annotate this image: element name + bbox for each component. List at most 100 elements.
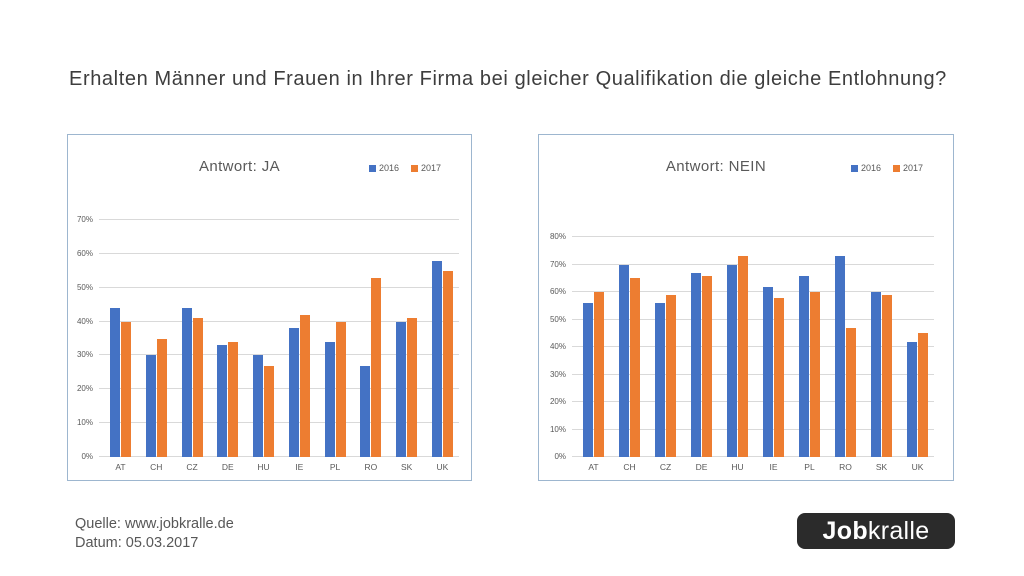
bar-2016-UK <box>907 341 917 457</box>
bar-2017-SK <box>407 318 418 457</box>
x-axis-label: PL <box>804 462 815 472</box>
y-axis-label: 70% <box>76 215 93 224</box>
bar-2017-UK <box>442 270 453 457</box>
bar-2016-CH <box>145 355 156 457</box>
y-axis-label: 40% <box>76 316 93 326</box>
bar-group-IE: IE <box>288 220 310 471</box>
x-axis-label: IE <box>295 462 304 472</box>
y-axis-label: 30% <box>549 369 566 379</box>
y-axis-label: 70% <box>549 259 566 269</box>
bar-2017-PL <box>810 292 820 457</box>
bar-2016-CH <box>619 264 629 457</box>
chart-title-ja: Antwort: JA <box>198 158 281 175</box>
gridline <box>572 401 934 402</box>
legend-swatch-2017 <box>410 164 418 172</box>
gridline <box>572 318 934 320</box>
y-axis-label: 60% <box>76 248 93 258</box>
x-axis-label: CZ <box>186 462 198 472</box>
legend-label-2017: 2017 <box>420 163 441 173</box>
x-axis-label: CH <box>623 462 636 472</box>
logo-text-regular: kralle <box>867 516 930 545</box>
footer: Quelle: www.jobkralle.de Datum: 05.03.20… <box>75 515 234 553</box>
x-axis-label: RO <box>839 462 852 472</box>
gridline <box>99 388 459 390</box>
gridline <box>572 428 934 430</box>
bar-group-CZ: CZ <box>181 220 203 471</box>
plot-area-ja: 0% 10% 20% 30% 40% 50% 60% 70% AT CH CZ DE HU IE PL RO S… <box>77 216 459 471</box>
bar-2017-CZ <box>666 294 676 457</box>
bar-2016-RO <box>835 256 845 457</box>
bar-2016-DE <box>691 272 701 457</box>
bar-2016-PL <box>324 341 335 457</box>
gridline <box>572 263 934 265</box>
bar-group-PL: PL <box>799 237 820 471</box>
gridline <box>99 219 459 220</box>
gridline <box>572 456 934 457</box>
gridline <box>572 291 934 292</box>
bar-2017-IE <box>299 314 310 457</box>
legend-swatch-2016 <box>850 164 858 172</box>
y-axis-label: 0% <box>81 452 93 461</box>
x-axis-label: HU <box>257 462 270 472</box>
y-axis-label: 40% <box>549 342 566 351</box>
bar-2017-DE <box>228 341 239 457</box>
legend-swatch-2016 <box>368 164 376 172</box>
bar-group-AT: AT <box>110 220 131 471</box>
bar-group-DE: DE <box>217 220 239 471</box>
bar-2016-CZ <box>181 308 192 457</box>
bar-2016-CZ <box>655 303 665 457</box>
legend-swatch-2017 <box>892 164 900 172</box>
x-axis-label: SK <box>400 462 413 472</box>
y-axis-label: 80% <box>549 232 566 241</box>
legend-item-2017: 2017 <box>892 163 923 173</box>
legend-ja: 2016 2017 <box>368 163 441 173</box>
legend-item-2017: 2017 <box>410 163 441 173</box>
bar-group-UK: UK <box>431 220 453 471</box>
x-axis-label: IE <box>769 462 778 472</box>
gridline <box>572 346 934 347</box>
gridline <box>572 373 934 375</box>
gridline <box>99 286 459 288</box>
legend-label-2017: 2017 <box>902 163 923 173</box>
bar-2017-RO <box>371 277 382 457</box>
bar-2017-AT <box>121 321 131 457</box>
bar-group-AT: AT <box>583 237 604 471</box>
legend-item-2016: 2016 <box>368 163 399 173</box>
bar-2016-HU <box>727 264 737 457</box>
legend-nein: 2016 2017 <box>850 163 923 173</box>
bar-2016-UK <box>431 260 442 457</box>
bar-2017-SK <box>882 294 892 457</box>
gridline <box>99 252 459 254</box>
bar-group-CH: CH <box>619 237 640 471</box>
bar-2017-AT <box>594 292 604 457</box>
x-axis-label: DE <box>221 462 234 472</box>
bar-2017-CH <box>630 278 640 457</box>
y-axis-label: 50% <box>549 314 566 324</box>
y-axis-label: 0% <box>554 452 566 461</box>
gridline <box>99 354 459 356</box>
bar-2016-SK <box>871 292 881 457</box>
bar-2016-AT <box>110 308 120 457</box>
legend-label-2016: 2016 <box>378 163 399 173</box>
bar-2016-SK <box>396 321 407 457</box>
x-axis-label: UK <box>436 462 449 472</box>
bar-2016-HU <box>253 355 264 457</box>
bar-2017-CZ <box>192 318 203 457</box>
main-title: Erhalten Männer und Frauen in Ihrer Firm… <box>69 68 947 90</box>
y-axis-label: 20% <box>549 397 566 406</box>
bar-group-UK: UK <box>907 237 928 471</box>
y-axis-label: 60% <box>549 287 566 296</box>
source-text: Quelle: www.jobkralle.de <box>75 516 234 532</box>
x-axis-label: RO <box>364 462 378 472</box>
x-axis-label: DE <box>695 462 708 472</box>
x-axis-label: UK <box>911 462 924 472</box>
y-axis-label: 10% <box>549 424 566 434</box>
bar-2017-UK <box>918 333 928 457</box>
x-axis-label: PL <box>329 462 341 472</box>
bar-group-CH: CH <box>145 220 167 471</box>
bar-group-SK: SK <box>871 237 892 471</box>
bar-2016-IE <box>763 286 773 457</box>
bar-group-RO: RO <box>835 237 856 471</box>
legend-item-2016: 2016 <box>850 163 881 173</box>
x-axis-label: HU <box>731 462 744 472</box>
